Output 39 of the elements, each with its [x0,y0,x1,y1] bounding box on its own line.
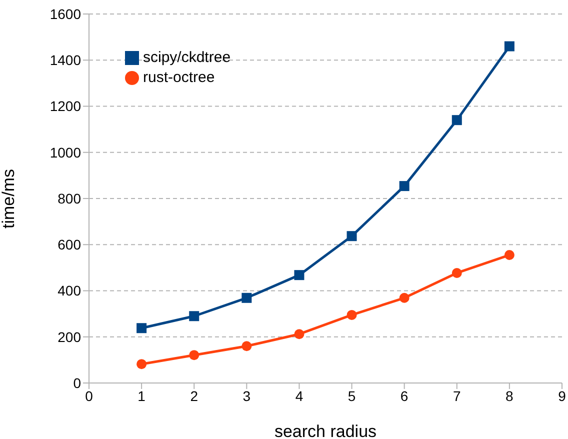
x-tick-label: 4 [295,388,304,404]
x-tick-label: 5 [348,388,356,404]
point [189,350,200,360]
point [294,329,304,340]
x-tick-label: 8 [506,388,514,404]
point [504,250,514,260]
y-tick-label: 800 [58,190,82,206]
point [242,341,252,352]
point [294,270,304,280]
point [452,268,462,278]
point [399,181,410,192]
x-tick-label: 3 [242,388,251,404]
y-tick-label: 1400 [50,52,82,68]
y-tick-label: 1200 [50,98,82,114]
y-tick-label: 1600 [50,6,82,22]
x-tick-label: 9 [558,388,566,404]
y-axis-title: time/ms [0,169,18,228]
y-tick-label: 1000 [50,144,82,160]
x-tick-label: 7 [452,388,461,404]
point [346,231,357,242]
point [346,310,357,320]
point [136,359,147,370]
y-tick-label: 400 [58,282,82,299]
x-axis-title: search radius [274,422,377,439]
point [189,311,200,322]
y-tick-label: 0 [73,374,82,391]
x-tick-label: 6 [400,388,408,404]
point [399,292,410,303]
x-tick-label: 2 [190,388,198,404]
point [242,292,252,303]
legend-label: rust-octree [143,69,215,86]
y-tick-label: 600 [58,236,82,253]
point [504,41,514,52]
x-tick-label: 1 [138,388,146,404]
x-tick-label: 0 [85,388,94,404]
point [452,115,462,126]
point [136,323,147,334]
y-tick-label: 200 [58,328,82,345]
legend-label: scipy/ckdtree [143,49,231,66]
